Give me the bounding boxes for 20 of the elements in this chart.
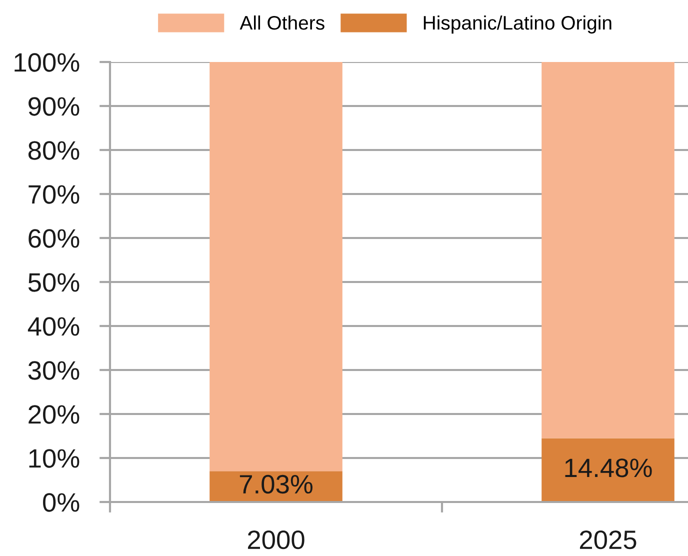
y-tick-label: 100%: [14, 53, 80, 72]
legend-label: All Others: [240, 15, 324, 30]
bar: [542, 438, 674, 502]
y-tick-label: 40%: [28, 317, 80, 336]
data-label: 7.03%: [240, 474, 312, 494]
y-tick-label: 30%: [28, 361, 80, 380]
y-tick-label: 0%: [43, 493, 80, 512]
y-tick-label: 80%: [28, 141, 80, 160]
y-tick-label: 20%: [28, 405, 80, 424]
bar: [210, 62, 342, 472]
y-tick-label: 10%: [29, 449, 80, 468]
y-tick-label: 70%: [28, 185, 80, 204]
x-tick-label: 2025: [580, 530, 636, 550]
x-tick-label: 2000: [248, 530, 304, 550]
bar: [542, 62, 674, 438]
data-label: 14.48%: [565, 458, 652, 478]
legend-label: Hispanic/Latino Origin: [424, 15, 612, 34]
y-tick-label: 90%: [28, 97, 80, 116]
y-tick-label: 50%: [28, 273, 80, 292]
y-tick-label: 60%: [28, 229, 80, 248]
